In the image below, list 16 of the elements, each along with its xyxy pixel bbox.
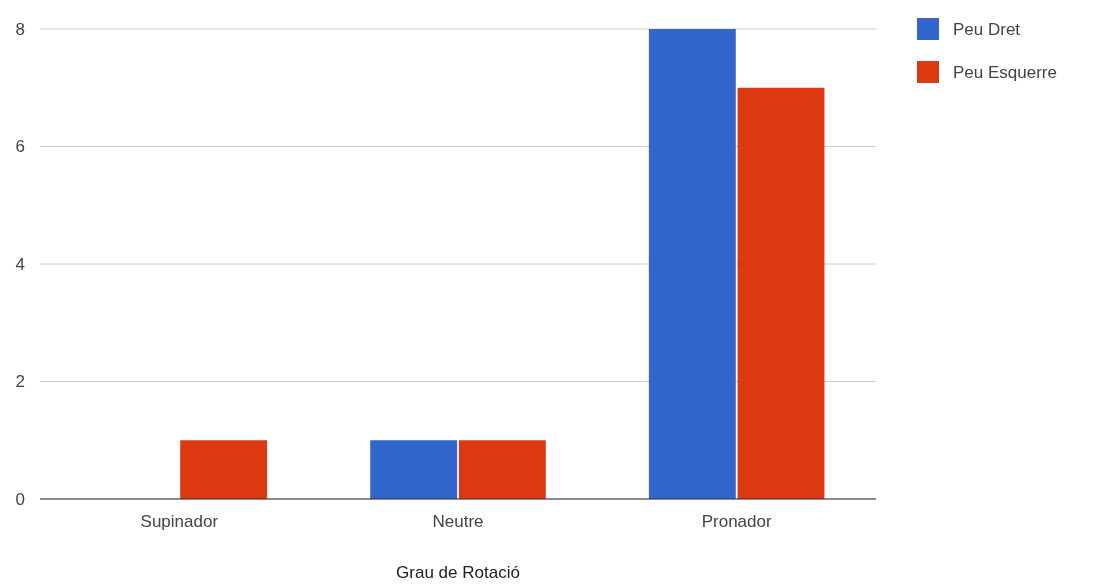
x-tick-label: Supinador (140, 512, 219, 531)
bar (370, 440, 458, 499)
legend-label: Peu Dret (953, 19, 1021, 39)
bar (648, 29, 736, 499)
bar (737, 87, 825, 499)
y-tick-label: 4 (15, 254, 25, 274)
legend-label: Peu Esquerre (953, 62, 1057, 82)
y-tick-label: 8 (15, 19, 25, 39)
y-tick-label: 2 (15, 372, 25, 392)
x-tick-label: Neutre (432, 512, 484, 531)
y-tick-label: 6 (15, 137, 25, 157)
y-tick-label: 0 (15, 489, 25, 509)
x-axis-title: Grau de Rotació (396, 563, 520, 582)
bar (180, 440, 268, 499)
bar (458, 440, 546, 499)
x-tick-label: Pronador (701, 512, 772, 531)
